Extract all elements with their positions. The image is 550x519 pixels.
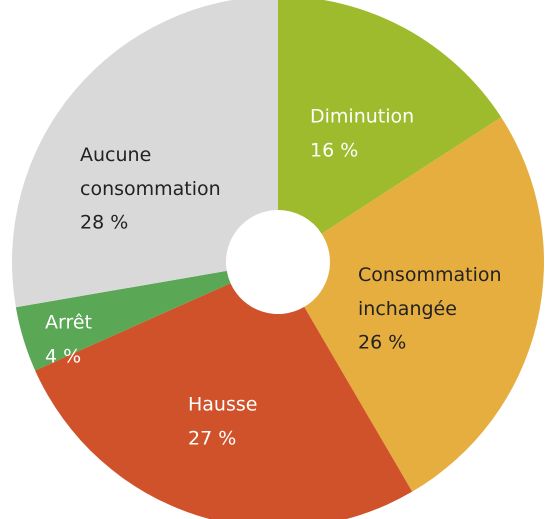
slice-label: Aucune consommation (80, 144, 221, 200)
value-label: 28 % (80, 212, 128, 234)
slice-label: Arrêt (45, 312, 92, 334)
label-line: Consommation (358, 264, 508, 286)
slice-label: Hausse (188, 394, 257, 416)
slice-label: Diminution (310, 106, 414, 128)
value-label: 4 % (45, 346, 81, 368)
slice (278, 0, 502, 234)
slice-label: Consommation inchangée (358, 264, 508, 320)
label-line: inchangée (358, 298, 457, 320)
slice (12, 0, 278, 308)
value-label: 26 % (358, 332, 406, 354)
label-line: Aucune (80, 144, 157, 166)
label-line: consommation (80, 178, 221, 200)
slice (35, 283, 413, 519)
slice (15, 270, 231, 371)
value-label: 27 % (188, 428, 236, 450)
value-label: 16 % (310, 140, 358, 162)
slice (304, 117, 544, 492)
